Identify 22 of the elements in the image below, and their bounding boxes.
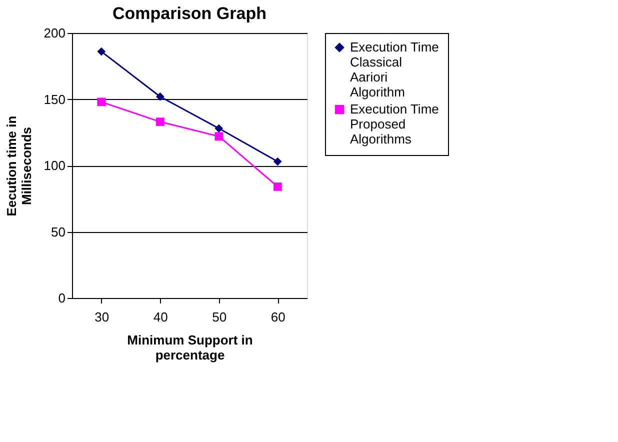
point (156, 92, 164, 101)
point (97, 47, 106, 56)
y-axis-title: Eecution time in Milliseconds (4, 116, 34, 216)
legend-label: Execution Time Classical Aariori Algorithm (350, 40, 439, 100)
legend-label: Execution Time Proposed Algorithms (350, 102, 439, 146)
point (273, 157, 282, 166)
point (156, 118, 164, 126)
x-tick-label: 60 (270, 310, 286, 324)
x-tick-label: 40 (153, 310, 168, 324)
y-tick-label: 100 (44, 158, 66, 173)
y-tick-label: 150 (44, 92, 66, 107)
point (273, 182, 282, 191)
y-tick-label: 200 (44, 26, 66, 40)
point (214, 124, 224, 133)
y-tick-label: 50 (51, 224, 66, 240)
point (214, 132, 224, 141)
x-tick-label: 50 (212, 310, 227, 324)
x-axis-title: Minimum Support in percentage (127, 332, 253, 362)
y-tick-label: 0 (58, 290, 66, 306)
x-tick-label: 30 (94, 310, 110, 324)
point (97, 98, 106, 106)
chart-title: Comparison Graph (112, 4, 266, 23)
